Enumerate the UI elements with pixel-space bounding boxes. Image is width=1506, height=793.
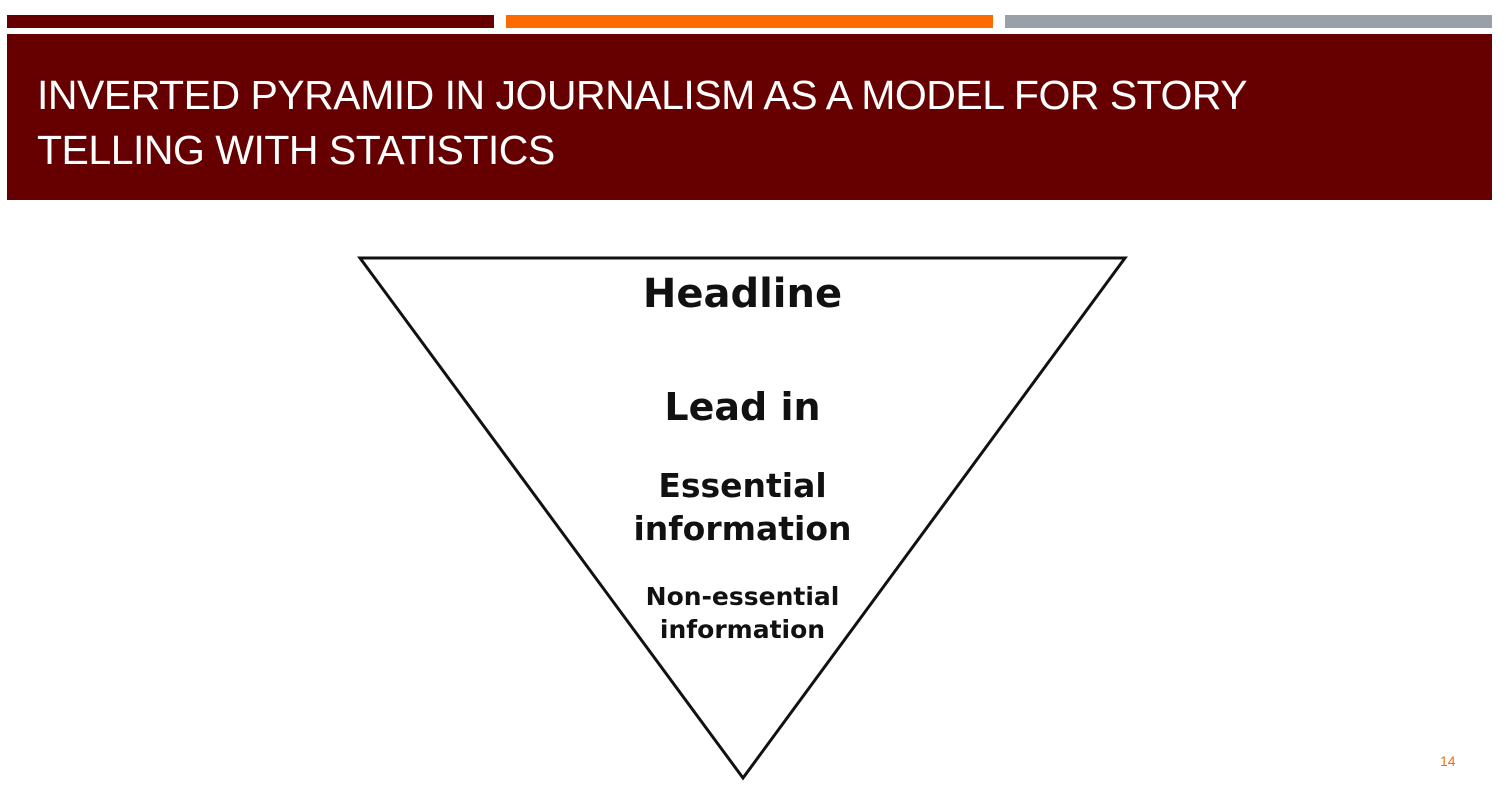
pyramid-level-essential-information: Essential information bbox=[350, 464, 1135, 550]
inverted-pyramid-shape bbox=[357, 256, 1128, 781]
inverted-pyramid-diagram: Headline Lead in Essential information N… bbox=[350, 250, 1135, 785]
pyramid-level-lead-in: Lead in bbox=[664, 385, 821, 429]
title-band: INVERTED PYRAMID IN JOURNALISM AS A MODE… bbox=[7, 34, 1492, 200]
slide-title: INVERTED PYRAMID IN JOURNALISM AS A MODE… bbox=[37, 72, 1247, 173]
page-number: 14 bbox=[1440, 753, 1456, 769]
pyramid-level-headline: Headline bbox=[642, 271, 843, 317]
pyramid-outline bbox=[357, 256, 1128, 781]
accent-bar-dark-red bbox=[7, 15, 494, 28]
pyramid-level-non-essential-information: Non-essential information bbox=[350, 580, 1135, 646]
non-essential-information-text: Non-essential information bbox=[645, 582, 840, 644]
essential-information-text: Essential information bbox=[633, 466, 852, 548]
accent-bar-gray bbox=[1005, 15, 1492, 28]
accent-bar-orange bbox=[506, 15, 993, 28]
